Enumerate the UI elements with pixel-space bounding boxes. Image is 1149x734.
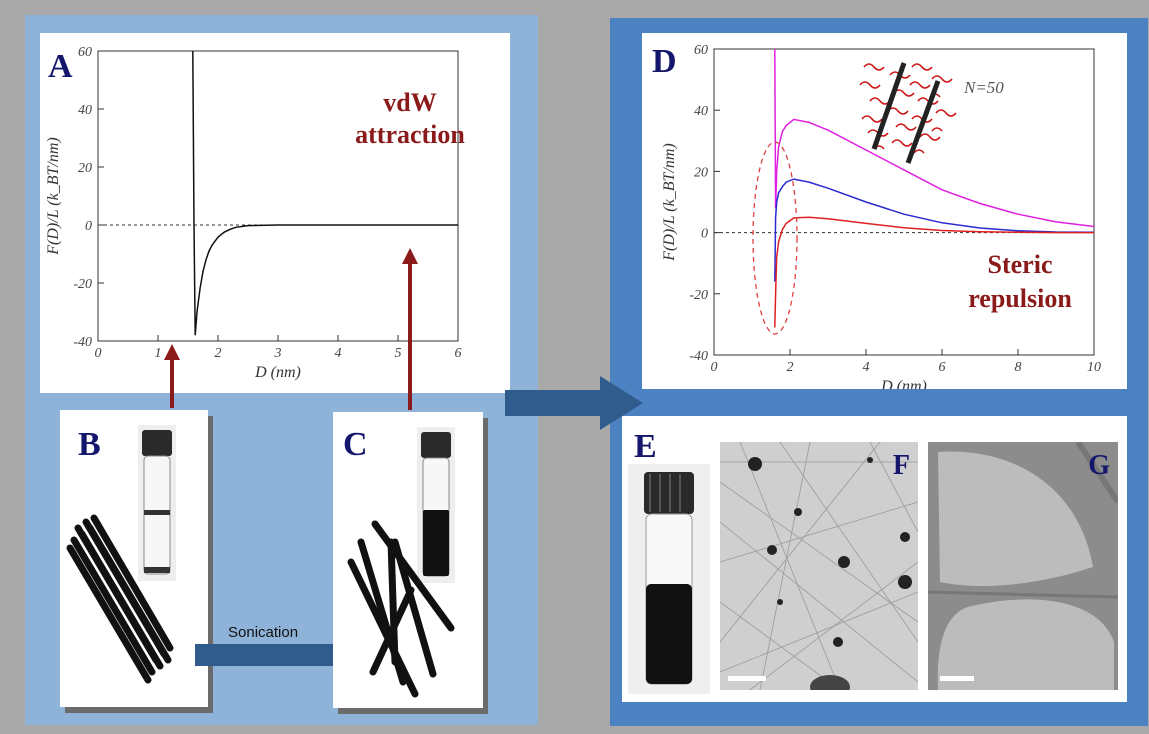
polymer-length-label: N=50 (963, 78, 1004, 97)
x-tick-label: 8 (1015, 360, 1022, 375)
x-axis-label: D (nm) (880, 378, 927, 389)
sonication-label: Sonication (228, 624, 299, 641)
annotation-d-line1: Steric (988, 250, 1053, 279)
tem-image-g: G (928, 442, 1118, 690)
y-tick-label: 20 (694, 165, 708, 180)
y-tick-label: -40 (689, 349, 708, 364)
panel-d: D 0 2 4 6 8 10 -40 -20 0 20 40 60 D (nm) F(D)/L (k_BT… (642, 33, 1127, 389)
series-line-blue (774, 178, 1095, 282)
plot-frame (713, 48, 1095, 356)
panel-letter-a: A (48, 48, 73, 85)
y-tick-label: 60 (694, 43, 708, 58)
chart-d: 0 2 4 6 8 10 -40 -20 0 20 40 60 D (nm) F(D)/L (k_BT/n… (661, 43, 1101, 389)
x-tick-label: 0 (711, 360, 718, 375)
x-tick-label: 5 (395, 346, 402, 361)
vial-b-icon (138, 425, 176, 581)
y-axis-label: F(D)/L (k_BT/nm) (661, 143, 678, 261)
bundled-nanotubes-illustration (66, 425, 176, 684)
y-tick-label: -40 (73, 335, 92, 350)
highlight-ellipse (752, 141, 798, 335)
panel-letter-e: E (634, 428, 657, 465)
polymer-grafted-nanotubes-icon (859, 62, 957, 164)
tem-f-texture (720, 442, 918, 690)
vial-c-icon (417, 427, 455, 583)
annotation-d-line2: repulsion (968, 284, 1072, 313)
transition-arrow (505, 376, 643, 430)
y-tick-label: -20 (689, 288, 708, 303)
y-tick-label: 40 (78, 103, 92, 118)
x-axis-label: D (nm) (254, 364, 301, 381)
annotation-a-line1: vdW (383, 88, 436, 117)
panel-efg: E F (622, 416, 1127, 702)
x-tick-label: 2 (787, 360, 794, 375)
arrow-c-head (402, 248, 418, 264)
nanotube-bundle-icon (66, 514, 174, 684)
x-tick-label: 6 (939, 360, 946, 375)
panel-letter-f: F (892, 450, 910, 481)
x-tick-label: 6 (455, 346, 462, 361)
tem-g-texture (928, 442, 1118, 690)
x-tick-label: 2 (215, 346, 222, 361)
y-tick-label: 60 (78, 45, 92, 60)
x-tick-label: 4 (863, 360, 870, 375)
y-tick-label: -20 (73, 277, 92, 292)
arrow-b-head (164, 344, 180, 360)
panel-b: B (60, 410, 208, 707)
panel-letter-c: C (343, 426, 368, 463)
panel-letter-g: G (1088, 450, 1110, 481)
y-tick-label: 0 (701, 227, 708, 242)
series-line-red (774, 216, 1094, 328)
chart-a: 0 1 2 3 4 5 6 -40 -20 0 20 40 60 D (nm) F(D)/L (k_BT/n… (45, 45, 465, 381)
x-tick-label: 1 (155, 346, 162, 361)
panel-a: A 0 1 2 3 4 5 6 -40 -20 0 20 40 60 D (nm) F(D)/L (k_BT… (40, 33, 510, 393)
panel-c: C (333, 412, 483, 708)
dispersed-nanotubes-illustration (347, 427, 455, 698)
y-tick-label: 20 (78, 161, 92, 176)
y-tick-label: 0 (85, 219, 92, 234)
x-tick-label: 4 (335, 346, 342, 361)
series-line-0 (192, 50, 458, 336)
tem-image-f: F (720, 442, 918, 690)
dispersed-nanotubes-icon (347, 520, 455, 698)
vial-e-icon (628, 464, 710, 694)
panel-letter-d: D (652, 43, 677, 80)
x-tick-label: 3 (274, 346, 282, 361)
annotation-a-line2: attraction (355, 120, 465, 149)
y-axis-label: F(D)/L (k_BT/nm) (45, 137, 62, 255)
y-tick-label: 40 (694, 104, 708, 119)
panel-letter-b: B (78, 426, 101, 463)
series-line-magenta (774, 48, 1095, 228)
x-tick-label: 0 (95, 346, 102, 361)
x-tick-label: 10 (1087, 360, 1101, 375)
